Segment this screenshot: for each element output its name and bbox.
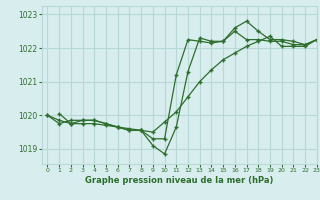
- X-axis label: Graphe pression niveau de la mer (hPa): Graphe pression niveau de la mer (hPa): [85, 176, 273, 185]
